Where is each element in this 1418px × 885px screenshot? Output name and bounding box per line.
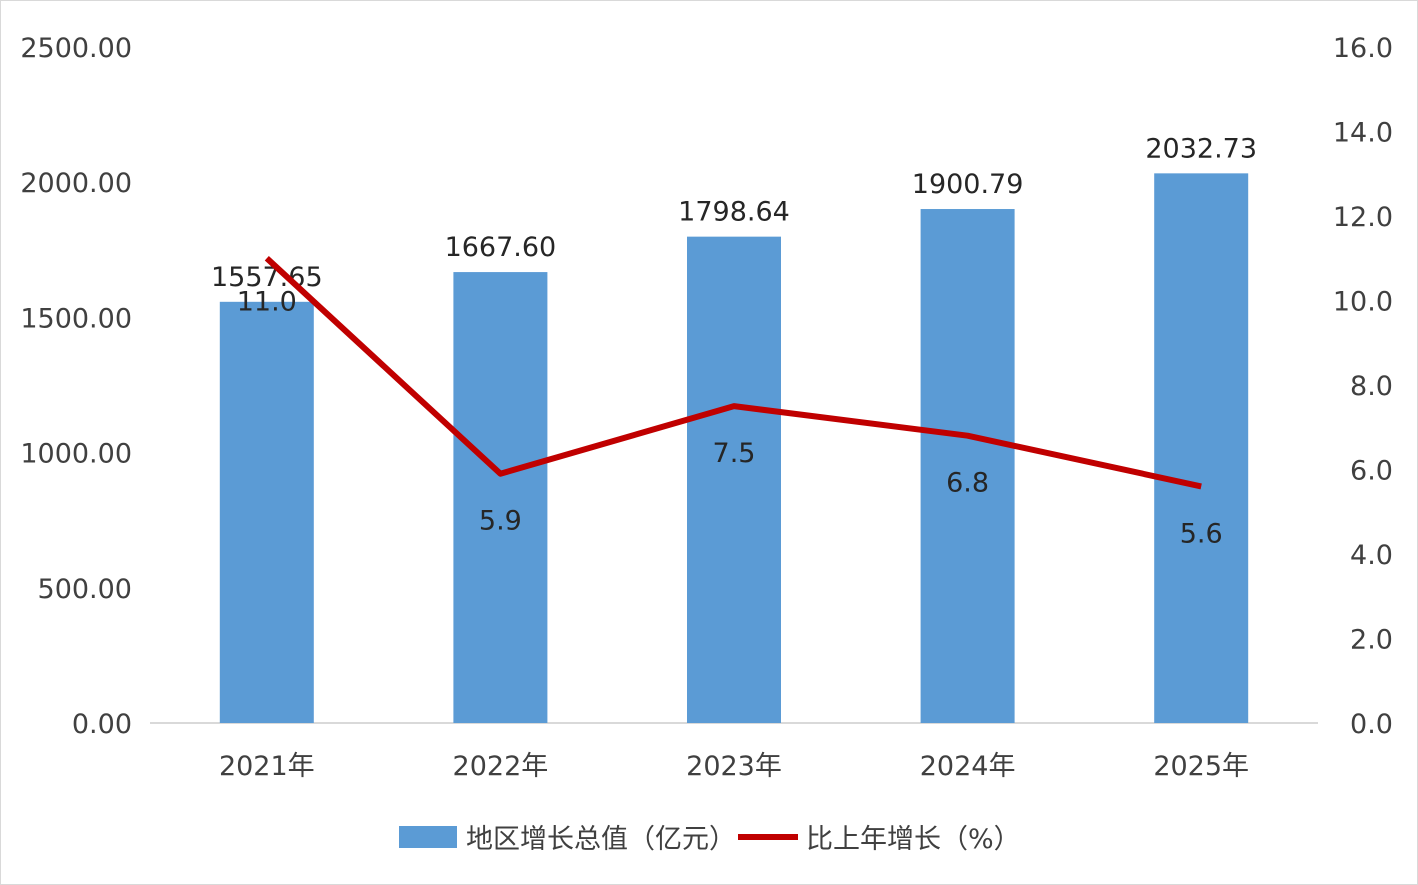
- right-tick-label: 0.0: [1350, 709, 1393, 740]
- bar-value-label: 1798.64: [678, 197, 790, 228]
- line-series: [264, 256, 1202, 490]
- legend-bar-swatch: [399, 826, 457, 848]
- bar: [687, 236, 781, 723]
- left-tick-label: 2000.00: [20, 168, 132, 199]
- right-tick-label: 8.0: [1350, 371, 1393, 402]
- left-tick-label: 1000.00: [20, 439, 132, 470]
- x-tick-label: 2022年: [453, 751, 549, 782]
- line-value-label: 11.0: [237, 286, 297, 317]
- x-tick-label: 2025年: [1153, 751, 1249, 782]
- bar-value-label: 2032.73: [1145, 133, 1257, 164]
- bar: [1154, 173, 1249, 724]
- x-tick-label: 2023年: [686, 751, 782, 782]
- right-tick-label: 10.0: [1333, 287, 1393, 318]
- left-tick-label: 0.00: [72, 709, 132, 740]
- legend: 地区增长总值（亿元） 比上年增长（%）: [399, 824, 1021, 855]
- bar: [453, 272, 548, 723]
- x-axis-ticks: 2021年 2022年 2023年 2024年 2025年: [219, 751, 1249, 782]
- right-tick-label: 6.0: [1350, 456, 1393, 487]
- right-axis: 0.0 2.0 4.0 6.0 8.0 10.0 12.0 14.0 16.0: [1333, 33, 1393, 740]
- right-tick-label: 14.0: [1333, 118, 1393, 149]
- bar-value-label: 1667.60: [445, 232, 557, 263]
- right-tick-label: 12.0: [1333, 202, 1393, 233]
- left-tick-label: 500.00: [38, 574, 132, 605]
- left-tick-label: 1500.00: [20, 303, 132, 334]
- legend-line-label: 比上年增长（%）: [806, 824, 1021, 855]
- legend-bar-label: 地区增长总值（亿元）: [466, 824, 736, 855]
- bar-series: [219, 173, 1249, 724]
- bar-value-label: 1557.65: [211, 262, 323, 293]
- right-tick-label: 16.0: [1333, 33, 1393, 64]
- bar-value-label: 1900.79: [912, 169, 1024, 200]
- line-data-labels: 11.0 5.9 7.5 6.8 5.6: [237, 286, 1223, 549]
- left-axis: 0.00 500.00 1000.00 1500.00 2000.00 2500.00: [20, 33, 132, 740]
- x-tick-label: 2024年: [920, 751, 1016, 782]
- right-tick-label: 4.0: [1350, 540, 1393, 571]
- bar-data-labels: 1557.65 1667.60 1798.64 1900.79 2032.73: [211, 133, 1257, 292]
- left-tick-label: 2500.00: [20, 33, 132, 64]
- line-value-label: 6.8: [946, 468, 989, 499]
- right-tick-label: 2.0: [1350, 625, 1393, 656]
- x-tick-label: 2021年: [219, 751, 315, 782]
- line-value-label: 5.6: [1180, 518, 1223, 549]
- bar: [920, 209, 1015, 724]
- line-value-label: 5.9: [479, 506, 522, 537]
- bar: [219, 301, 314, 723]
- line-value-label: 7.5: [713, 438, 756, 469]
